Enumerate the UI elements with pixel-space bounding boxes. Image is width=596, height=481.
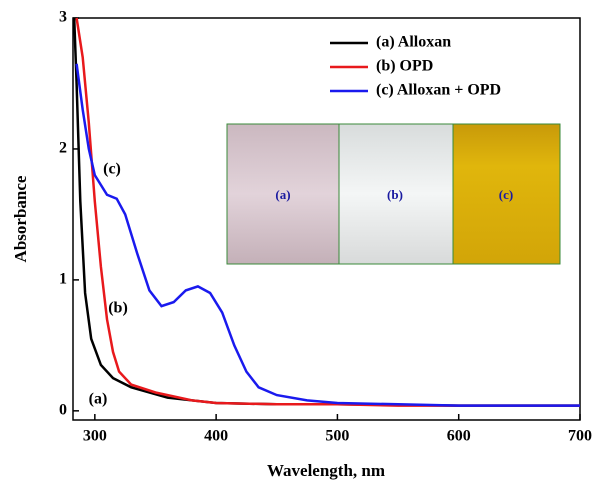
inset-label: (b): [387, 187, 403, 202]
plot-frame: [72, 17, 581, 421]
annotation: (c): [103, 161, 121, 178]
x-tick-label: 700: [568, 428, 592, 445]
inset-label: (a): [275, 187, 290, 202]
y-tick-label: 1: [59, 271, 67, 288]
x-tick-label: 300: [83, 428, 107, 445]
legend-label: (c) Alloxan + OPD: [376, 82, 501, 99]
x-tick-label: 400: [204, 428, 228, 445]
x-tick-label: 500: [325, 428, 349, 445]
data-line: [75, 63, 580, 407]
y-tick-label: 2: [59, 140, 67, 157]
legend-label: (b) OPD: [376, 58, 433, 75]
y-axis-label: Absorbance: [11, 175, 30, 262]
y-tick-label: 3: [59, 9, 67, 26]
x-axis-label: Wavelength, nm: [267, 461, 385, 480]
inset-label: (c): [499, 187, 513, 202]
inset-photo: [226, 123, 561, 265]
annotation: (b): [108, 300, 128, 317]
x-tick-label: 600: [447, 428, 471, 445]
y-tick-label: 0: [59, 402, 67, 419]
annotation: (a): [89, 391, 108, 408]
legend-label: (a) Alloxan: [376, 34, 451, 51]
